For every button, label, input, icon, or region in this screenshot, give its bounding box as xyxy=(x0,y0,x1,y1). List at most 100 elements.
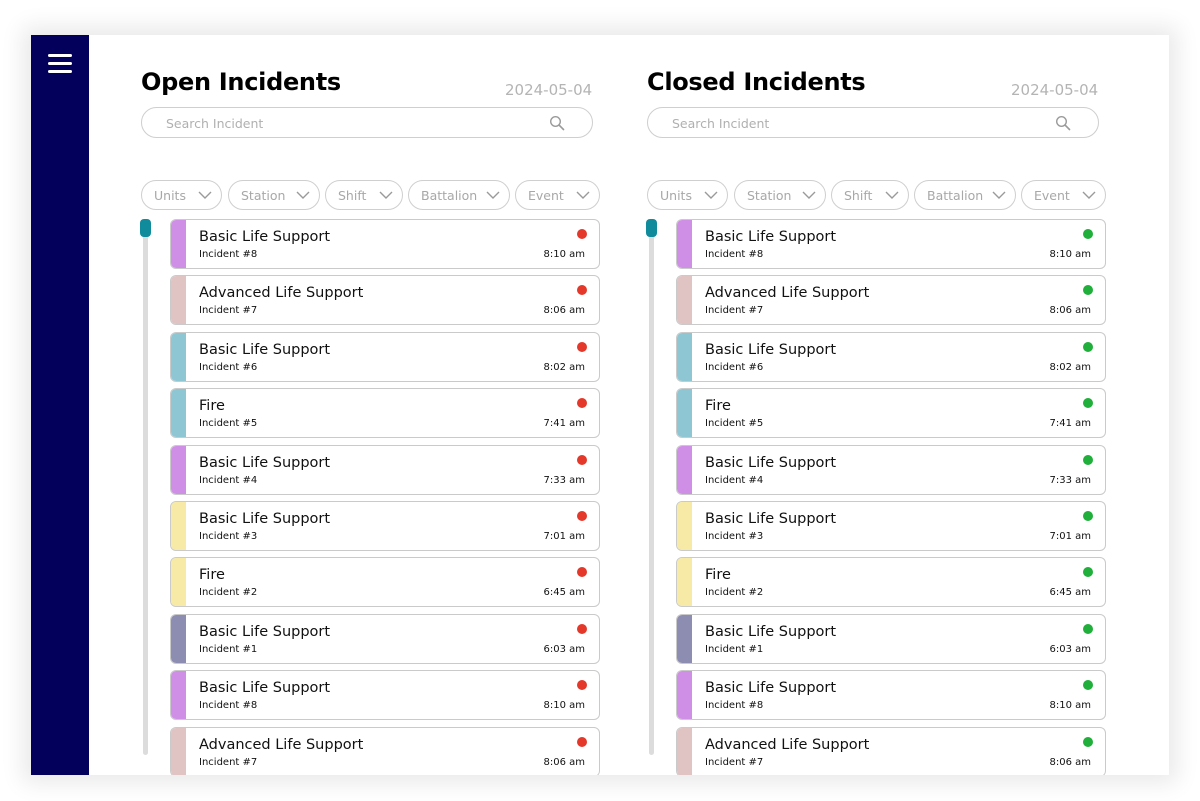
scrollbar-thumb[interactable] xyxy=(646,219,657,237)
status-dot-icon xyxy=(577,511,587,521)
incident-list: Basic Life Support Incident #8 8:10 am Adva… xyxy=(676,219,1107,775)
incident-type-stripe xyxy=(677,728,692,775)
incident-title: Basic Life Support xyxy=(705,624,837,640)
status-dot-icon xyxy=(1083,511,1093,521)
search-input[interactable] xyxy=(672,114,1042,132)
incident-card[interactable]: Basic Life Support Incident #1 6:03 am xyxy=(170,614,600,664)
incident-title: Basic Life Support xyxy=(705,229,837,245)
filter-event-dropdown[interactable]: Event xyxy=(515,180,600,210)
incident-time: 8:10 am xyxy=(543,249,585,260)
incident-type-stripe xyxy=(171,220,186,268)
chevron-down-icon xyxy=(1082,191,1096,199)
incident-card[interactable]: Basic Life Support Incident #4 7:33 am xyxy=(170,445,600,495)
filter-battalion-dropdown[interactable]: Battalion xyxy=(914,180,1016,210)
incident-card[interactable]: Fire Incident #2 6:45 am xyxy=(676,557,1106,607)
incident-number: Incident #7 xyxy=(199,305,258,316)
filter-shift-dropdown[interactable]: Shift xyxy=(325,180,403,210)
incident-card[interactable]: Basic Life Support Incident #3 7:01 am xyxy=(676,501,1106,551)
filter-station-dropdown[interactable]: Station xyxy=(228,180,320,210)
incident-number: Incident #1 xyxy=(705,644,764,655)
incident-type-stripe xyxy=(677,615,692,663)
incident-number: Incident #4 xyxy=(199,475,258,486)
incident-time: 8:10 am xyxy=(1049,700,1091,711)
incident-card[interactable]: Basic Life Support Incident #8 8:10 am xyxy=(676,670,1106,720)
incident-title: Basic Life Support xyxy=(199,229,331,245)
search-icon[interactable] xyxy=(549,115,565,131)
incident-title: Basic Life Support xyxy=(199,455,331,471)
incident-time: 8:10 am xyxy=(543,700,585,711)
search-input[interactable] xyxy=(166,114,536,132)
status-dot-icon xyxy=(577,342,587,352)
status-dot-icon xyxy=(577,229,587,239)
incident-title: Advanced Life Support xyxy=(705,737,870,753)
incident-type-stripe xyxy=(171,671,186,719)
status-dot-icon xyxy=(1083,229,1093,239)
incident-card[interactable]: Basic Life Support Incident #1 6:03 am xyxy=(676,614,1106,664)
scrollbar-thumb[interactable] xyxy=(140,219,151,237)
status-dot-icon xyxy=(1083,624,1093,634)
chevron-down-icon xyxy=(992,191,1006,199)
filter-battalion-dropdown[interactable]: Battalion xyxy=(408,180,510,210)
filter-label: Station xyxy=(747,188,792,203)
filter-units-dropdown[interactable]: Units xyxy=(647,180,728,210)
incident-number: Incident #3 xyxy=(705,531,764,542)
status-dot-icon xyxy=(1083,455,1093,465)
filter-label: Units xyxy=(660,188,692,203)
incident-title: Basic Life Support xyxy=(199,680,331,696)
incident-card[interactable]: Basic Life Support Incident #8 8:10 am xyxy=(676,219,1106,269)
status-dot-icon xyxy=(577,624,587,634)
incident-card[interactable]: Basic Life Support Incident #6 8:02 am xyxy=(676,332,1106,382)
incident-card[interactable]: Basic Life Support Incident #4 7:33 am xyxy=(676,445,1106,495)
incident-card[interactable]: Basic Life Support Incident #8 8:10 am xyxy=(170,219,600,269)
scrollbar-track[interactable] xyxy=(140,219,151,755)
incident-title: Advanced Life Support xyxy=(705,285,870,301)
incident-type-stripe xyxy=(677,333,692,381)
incident-time: 8:10 am xyxy=(1049,249,1091,260)
chevron-down-icon xyxy=(198,191,212,199)
incident-card[interactable]: Fire Incident #5 7:41 am xyxy=(676,388,1106,438)
status-dot-icon xyxy=(577,737,587,747)
scrollbar-track[interactable] xyxy=(646,219,657,755)
incident-title: Basic Life Support xyxy=(199,624,331,640)
incident-card[interactable]: Advanced Life Support Incident #7 8:06 am xyxy=(676,275,1106,325)
incident-title: Fire xyxy=(705,567,731,583)
incident-time: 8:06 am xyxy=(1049,305,1091,316)
filter-station-dropdown[interactable]: Station xyxy=(734,180,826,210)
filter-event-dropdown[interactable]: Event xyxy=(1021,180,1106,210)
status-dot-icon xyxy=(1083,737,1093,747)
incident-number: Incident #3 xyxy=(199,531,258,542)
incident-time: 7:33 am xyxy=(543,475,585,486)
search-icon[interactable] xyxy=(1055,115,1071,131)
incident-card[interactable]: Basic Life Support Incident #8 8:10 am xyxy=(170,670,600,720)
incident-number: Incident #6 xyxy=(705,362,764,373)
incident-time: 8:02 am xyxy=(543,362,585,373)
incident-type-stripe xyxy=(171,276,186,324)
incident-type-stripe xyxy=(677,276,692,324)
incident-card[interactable]: Fire Incident #2 6:45 am xyxy=(170,557,600,607)
incident-number: Incident #8 xyxy=(705,249,764,260)
incident-card[interactable]: Advanced Life Support Incident #7 8:06 am xyxy=(170,727,600,775)
search-box xyxy=(141,107,593,138)
incident-type-stripe xyxy=(677,671,692,719)
incident-title: Advanced Life Support xyxy=(199,285,364,301)
incident-card[interactable]: Basic Life Support Incident #3 7:01 am xyxy=(170,501,600,551)
incident-number: Incident #7 xyxy=(199,757,258,768)
incident-type-stripe xyxy=(171,615,186,663)
incident-card[interactable]: Basic Life Support Incident #6 8:02 am xyxy=(170,332,600,382)
incident-card[interactable]: Advanced Life Support Incident #7 8:06 am xyxy=(676,727,1106,775)
incident-title: Basic Life Support xyxy=(199,342,331,358)
incident-type-stripe xyxy=(171,446,186,494)
incident-time: 7:41 am xyxy=(1049,418,1091,429)
incident-type-stripe xyxy=(677,220,692,268)
filter-units-dropdown[interactable]: Units xyxy=(141,180,222,210)
hamburger-menu-icon[interactable] xyxy=(47,53,73,75)
filter-shift-dropdown[interactable]: Shift xyxy=(831,180,909,210)
incident-title: Basic Life Support xyxy=(705,342,837,358)
incident-card[interactable]: Advanced Life Support Incident #7 8:06 am xyxy=(170,275,600,325)
incident-title: Basic Life Support xyxy=(705,680,837,696)
incident-card[interactable]: Fire Incident #5 7:41 am xyxy=(170,388,600,438)
incident-time: 6:03 am xyxy=(1049,644,1091,655)
chevron-down-icon xyxy=(379,191,393,199)
app-window: Open Incidents 2024-05-04 Units Station … xyxy=(31,35,1169,775)
incident-number: Incident #4 xyxy=(705,475,764,486)
